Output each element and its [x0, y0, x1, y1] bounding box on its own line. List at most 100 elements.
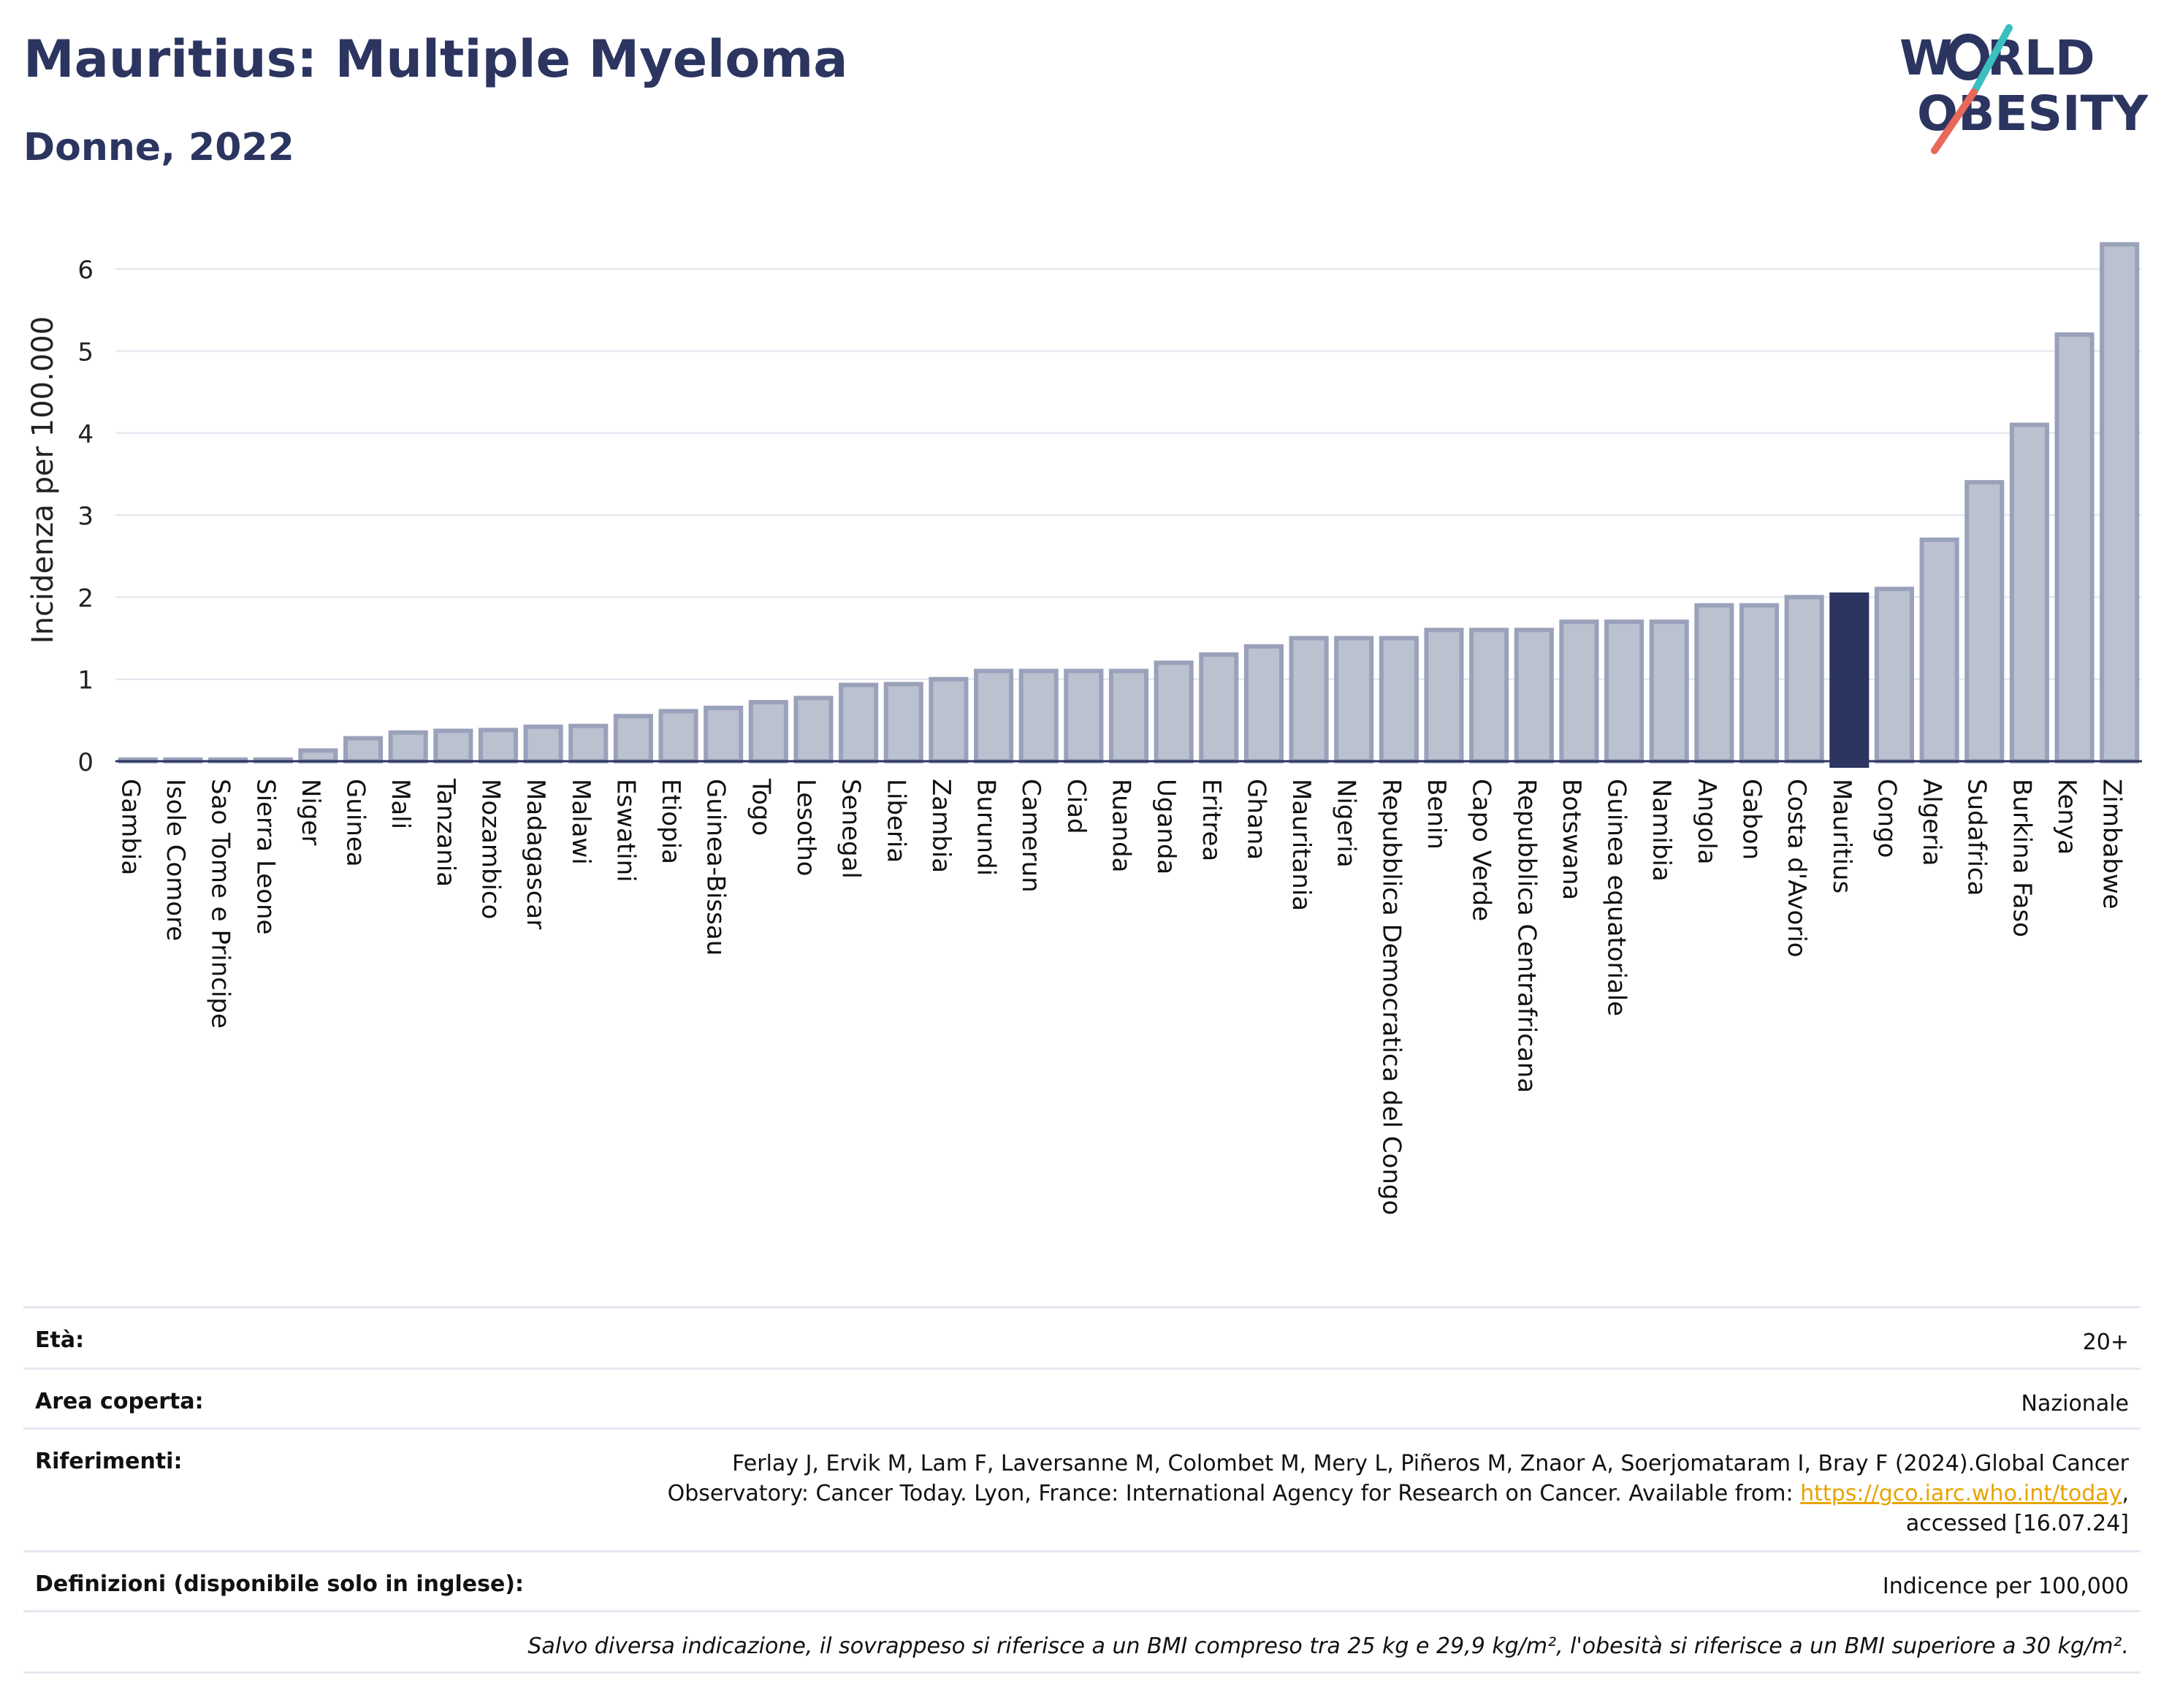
bar-mauritius: [1829, 592, 1870, 768]
meta-row-area: Area coperta: Nazionale: [23, 1368, 2141, 1427]
bar-zambia: [929, 676, 969, 764]
x-tick-label: Uganda: [1151, 779, 1181, 874]
x-tick-label: Mauritania: [1287, 779, 1316, 911]
x-tick-label: Nigeria: [1332, 779, 1361, 868]
x-tick-label: Liberia: [881, 779, 910, 863]
bar-costa-d-avorio: [1784, 595, 1824, 764]
bar-botswana: [1559, 619, 1599, 763]
x-tick-label: Angola: [1692, 779, 1721, 864]
x-tick-label: Eswatini: [611, 779, 640, 882]
bar-namibia: [1649, 619, 1689, 763]
bar-algeria: [1919, 537, 1959, 763]
x-tick-label: Sudafrica: [1962, 779, 1992, 896]
meta-label-references: Riferimenti:: [35, 1449, 183, 1474]
y-axis-label: Incidenza per 100.000: [26, 316, 60, 644]
bar-eritrea: [1199, 652, 1239, 763]
bar-benin: [1424, 628, 1464, 763]
bar-burundi: [974, 668, 1014, 764]
bar-chart: 0 1 2 3 4 5 6 Incidenza per 100.000 Gambia Isole …: [26, 242, 2142, 1215]
x-tick-label: Sao Tome e Principe: [206, 779, 235, 1029]
x-tick-label: Costa d'Avorio: [1782, 779, 1811, 958]
meta-bottom-divider: [23, 1671, 2141, 1674]
reference-link[interactable]: https://gco.iarc.who.int/today: [1800, 1481, 2122, 1506]
x-tick-label: Ruanda: [1107, 779, 1136, 872]
x-tick-label: Burundi: [972, 779, 1001, 876]
y-tick-label: 6: [77, 256, 94, 285]
bar-togo: [748, 700, 788, 764]
bar-mozambico: [478, 728, 519, 763]
x-tick-label: Capo Verde: [1467, 779, 1496, 921]
page-title: Mauritius: Multiple Myeloma: [23, 29, 848, 89]
bar-mali: [388, 730, 428, 764]
x-tick-label: Gambia: [115, 779, 145, 875]
x-tick-label: Ciad: [1062, 779, 1091, 834]
x-tick-label: Botswana: [1557, 779, 1586, 900]
x-tick-label: Sierra Leone: [251, 779, 280, 934]
x-tick-label: Etiopia: [656, 779, 685, 864]
x-tick-label: Ghana: [1241, 779, 1270, 860]
y-tick-label: 1: [77, 666, 94, 695]
x-tick-label: Zimbabwe: [2097, 779, 2127, 910]
bar-guinea-bissau: [704, 706, 744, 763]
meta-row-definitions: Definizioni (disponibile solo in inglese…: [23, 1550, 2141, 1610]
x-tick-label: Zambia: [926, 779, 956, 873]
x-tick-label: Togo: [746, 778, 775, 836]
logo-line1: W: [1899, 30, 1953, 86]
x-tick-label: Eritrea: [1197, 779, 1226, 861]
x-tick-label: Repubblica Democratica del Congo: [1376, 779, 1406, 1215]
world-obesity-logo: W RLD OBESITY: [1899, 24, 2148, 154]
bar-madagascar: [523, 724, 563, 763]
bar-repubblica-democratica-del-congo: [1379, 636, 1419, 763]
y-tick-label: 3: [77, 502, 94, 531]
bar-ciad: [1064, 668, 1104, 764]
x-tick-label: Guinea equatoriale: [1602, 779, 1631, 1016]
x-tick-label: Senegal: [836, 779, 866, 879]
meta-row-age: Età: 20+: [23, 1306, 2141, 1368]
x-tick-label: Madagascar: [521, 779, 550, 929]
reference-line1: Ferlay J, Ervik M, Lam F, Laversanne M, …: [732, 1451, 2129, 1476]
bar-malawi: [568, 723, 609, 764]
x-tick-label: Repubblica Centrafricana: [1512, 779, 1541, 1093]
bar-guinea: [343, 736, 384, 763]
bar-gabon: [1739, 603, 1780, 763]
y-tick-label: 4: [77, 420, 94, 449]
x-tick-label: Malawi: [566, 779, 595, 865]
x-tick-label: Camerun: [1016, 779, 1045, 893]
bar-etiopia: [658, 709, 698, 763]
metadata-table: Età: 20+ Area coperta: Nazionale Riferim…: [23, 1306, 2141, 1674]
meta-label-area: Area coperta:: [35, 1389, 204, 1414]
reference-line2: Observatory: Cancer Today. Lyon, France:…: [667, 1481, 1801, 1506]
x-tick-label: Congo: [1872, 779, 1901, 858]
x-tick-label: Gabon: [1737, 779, 1766, 860]
y-tick-label: 2: [77, 584, 94, 613]
bar-guinea-equatoriale: [1604, 619, 1644, 763]
x-tick-label: Namibia: [1647, 779, 1676, 882]
x-tick-label: Mali: [386, 779, 415, 829]
x-tick-label: Tanzania: [431, 778, 460, 887]
bar-burkina-faso: [2009, 422, 2049, 763]
x-tick-label: Kenya: [2052, 779, 2081, 855]
bar-tanzania: [433, 728, 473, 764]
y-tick-label: 5: [77, 338, 94, 367]
meta-value-age: 20+: [2082, 1330, 2129, 1355]
bar-senegal: [839, 682, 879, 763]
meta-value-definitions: Indicence per 100,000: [1882, 1574, 2129, 1599]
bar-lesotho: [793, 695, 834, 763]
bar-mauritania: [1289, 636, 1329, 763]
meta-row-note: Salvo diversa indicazione, il sovrappeso…: [23, 1610, 2141, 1671]
bar-nigeria: [1334, 636, 1374, 763]
reference-line2-end: ,: [2122, 1481, 2129, 1506]
bar-sudafrica: [1964, 480, 2005, 764]
y-tick-label: 0: [77, 748, 94, 777]
x-tick-label: Mozambico: [476, 779, 505, 919]
x-tick-label: Lesotho: [791, 779, 820, 876]
x-tick-label: Benin: [1422, 779, 1451, 850]
bar-uganda: [1154, 660, 1194, 763]
meta-value-area: Nazionale: [2021, 1391, 2129, 1417]
page-subtitle: Donne, 2022: [23, 126, 294, 169]
logo-slash-teal: [1970, 24, 2013, 96]
x-tick-label: Mauritius: [1827, 779, 1856, 893]
meta-label-age: Età:: [35, 1327, 85, 1353]
bar-ghana: [1243, 644, 1284, 763]
bar-eswatini: [613, 714, 653, 764]
